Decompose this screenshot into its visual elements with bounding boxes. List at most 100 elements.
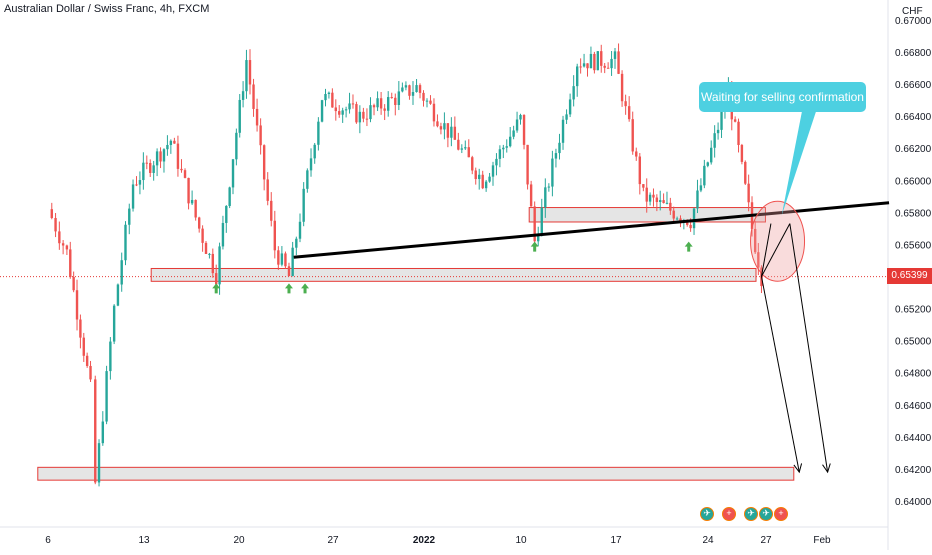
candle-up [397,91,401,106]
candle-down [617,51,620,74]
candle-up [291,247,294,276]
candle-down [255,108,259,126]
candle-up [231,159,235,188]
candle-up [512,130,515,137]
candle-up [298,221,302,239]
candle-up [443,123,446,130]
candle-up [582,63,586,67]
candle-down [418,85,422,93]
candle-up [228,187,231,206]
candle-up [313,144,316,159]
candle-down [631,119,634,152]
candle-up [142,162,145,181]
candle-down [737,121,740,146]
candle-up [302,188,305,222]
flag-au-icon[interactable]: ✈ [744,507,758,521]
candle-up [221,222,225,247]
candle-down [183,170,187,178]
candle-down [61,243,65,246]
x-tick-label: 13 [138,535,150,546]
candle-up [341,110,344,115]
callout-note[interactable]: Waiting for selling confirmation [699,82,866,112]
event-icons-group-2: ✈ ✈ + [744,507,788,521]
candle-up [505,146,508,148]
y-tick-label: 0.66600 [895,80,932,91]
candle-up [387,97,390,111]
candle-up [565,114,568,120]
candle-up [138,180,142,185]
x-tick-label: 6 [45,535,51,546]
x-tick-label: 27 [327,535,339,546]
candle-up [225,205,228,223]
y-tick-label: 0.65800 [895,208,932,219]
candle-up [576,66,579,87]
candle-up [166,144,169,150]
projection-arrowhead [822,463,831,474]
resistance-zone [528,207,766,223]
candle-up [488,176,491,182]
candle-down [75,290,79,320]
candle-down [211,253,215,274]
x-tick-label: 27 [760,535,772,546]
candle-down [638,156,642,185]
x-tick-label: 10 [515,535,527,546]
candle-down [383,108,386,111]
candle-down [159,151,162,162]
candle-up [401,87,404,92]
candle-down [422,92,425,101]
candle-up [554,153,558,159]
candle-down [372,105,376,108]
candle-down [600,51,603,66]
candle-up [665,202,669,204]
candle-down [453,126,457,140]
y-tick-label: 0.66400 [895,112,932,123]
flag-ch-icon[interactable]: + [774,507,788,521]
candle-down [54,217,57,232]
candle-up [112,305,116,342]
candle-up [495,158,498,166]
candle-down [334,107,337,112]
candle-up [675,218,679,220]
event-icons-group-1: ✈ + [700,507,736,521]
candle-down [390,97,393,99]
candle-up [491,165,495,177]
candle-down [620,73,624,102]
y-tick-label-top: 0.67000 [895,16,932,27]
candle-up [327,92,331,95]
candle-up [218,246,221,285]
y-tick-label: 0.65200 [895,305,932,316]
flag-au-icon[interactable]: ✈ [759,507,773,521]
candle-down [262,145,266,180]
candle-down [379,98,383,109]
trendline [293,201,890,259]
candle-down [201,228,204,243]
candle-down [471,157,474,171]
candle-down [287,266,291,276]
candle-down [635,151,638,157]
candle-up [152,165,155,173]
candle-down [215,273,218,285]
y-tick-label: 0.64000 [895,497,932,508]
up-arrow-icon [684,241,693,252]
candle-down [533,206,536,242]
candle-up [317,121,320,145]
flag-au-icon[interactable]: ✈ [700,507,714,521]
candle-down [669,202,672,211]
candle-up [464,147,467,149]
candle-down [273,220,276,251]
candle-down [72,277,75,291]
candle-up [404,85,408,88]
candle-down [436,121,439,127]
x-tick-label: Feb [813,535,831,546]
flag-ch-icon[interactable]: + [722,507,736,521]
candle-up [245,60,248,92]
up-arrow-icon [530,241,539,252]
candle-up [713,133,716,148]
candle-up [425,100,429,102]
candle-up [572,86,575,100]
candle-down [603,65,606,68]
candle-up [508,136,512,147]
candle-down [180,168,183,171]
candle-down [69,249,72,278]
candle-down [50,209,53,218]
